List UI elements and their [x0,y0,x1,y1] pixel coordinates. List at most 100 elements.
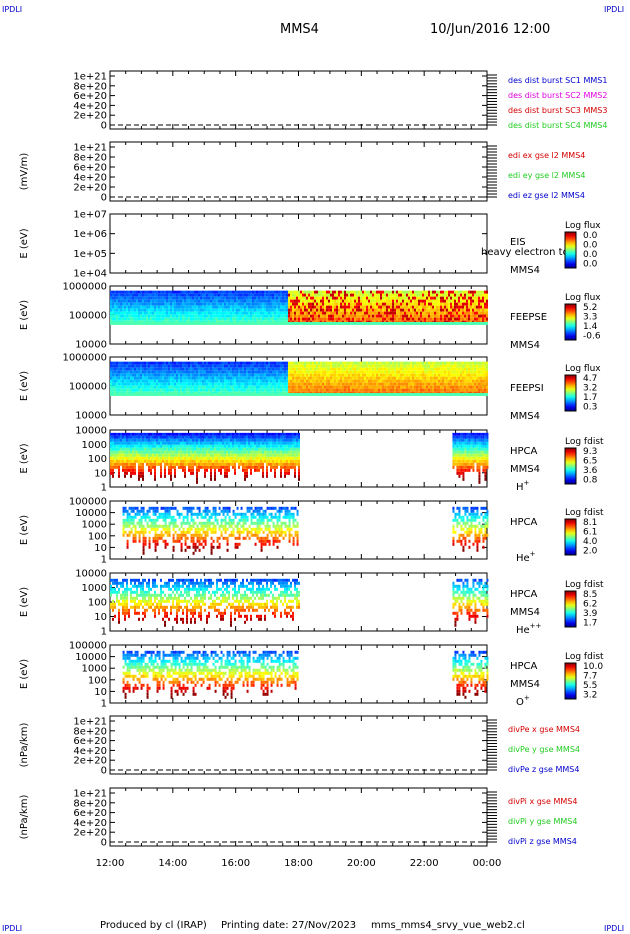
heatmap-cell [112,392,114,396]
heatmap-cell [146,382,148,386]
heatmap-cell [254,373,256,377]
heatmap-cell [340,305,342,309]
heatmap-cell [434,364,436,368]
heatmap-cell [272,314,274,318]
heatmap-cell [244,305,246,309]
heatmap-cell [460,321,462,325]
heatmap-cell [446,314,448,318]
heatmap-cell [196,311,198,315]
heatmap-cell [392,361,394,365]
heatmap-cell [256,305,258,309]
heatmap-cell [346,364,348,368]
heatmap-cell [260,373,262,377]
heatmap-cell [178,364,180,368]
heatmap-cell [176,299,178,303]
heatmap-cell [124,317,126,321]
heatmap-cell [146,370,148,374]
heatmap-cell [328,290,330,294]
heatmap-cell [452,311,454,315]
heatmap-cell [254,379,256,383]
heatmap-cell [276,299,278,303]
heatmap-cell [134,296,136,300]
heatmap-cell [412,382,414,386]
heatmap-cell [180,364,182,368]
heatmap-cell [454,364,456,368]
heatmap-cell [434,293,436,297]
heatmap-cell [222,290,224,294]
heatmap-cell [116,296,118,300]
heatmap-cell [230,392,232,396]
heatmap-cell [180,373,182,377]
heatmap-cell [122,293,124,297]
heatmap-cell [236,385,238,389]
heatmap-cell [230,361,232,365]
heatmap-cell [484,385,486,389]
heatmap-cell [196,392,198,396]
heatmap-cell [114,296,116,300]
y-tick-label: 1e+07 [73,210,107,221]
heatmap-cell [468,308,470,312]
heatmap-cell [162,382,164,386]
heatmap-cell [270,388,272,392]
heatmap-cell [356,373,358,377]
heatmap-cell [154,376,156,380]
heatmap-cell [198,385,200,389]
heatmap-cell [232,299,234,303]
heatmap-cell [466,314,468,318]
heatmap-cell [424,308,426,312]
heatmap-cell [430,367,432,371]
heatmap-cell [228,302,230,306]
heatmap-cell [412,361,414,365]
heatmap-cell [170,299,172,303]
heatmap-cell [166,293,168,297]
heatmap-cell [210,321,212,325]
heatmap-cell [170,367,172,371]
heatmap-cell [290,305,292,309]
heatmap-cell [376,311,378,315]
heatmap-cell [194,314,196,318]
heatmap-cell [132,388,134,392]
heatmap-cell [246,373,248,377]
heatmap-cell [210,392,212,396]
heatmap-cell [374,376,376,380]
heatmap-cell [408,314,410,318]
heatmap-cell [320,379,322,383]
heatmap-cell [268,317,270,321]
heatmap-cell [444,364,446,368]
heatmap-cell [236,305,238,309]
heatmap-cell [410,388,412,392]
heatmap-cell [480,364,482,368]
heatmap-cell [430,305,432,309]
heatmap-cell [452,299,454,303]
heatmap-cell [178,290,180,294]
heatmap-cell [400,293,402,297]
heatmap-cell [400,382,402,386]
heatmap-cell [224,321,226,325]
heatmap-cell [286,367,288,371]
heatmap-cell [386,373,388,377]
heatmap-cell [320,388,322,392]
heatmap-cell [382,373,384,377]
heatmap-cell [344,311,346,315]
heatmap-cell [380,388,382,392]
heatmap-cell [384,321,386,325]
heatmap-cell [374,290,376,294]
heatmap-cell [348,392,350,396]
heatmap-cell [436,373,438,377]
heatmap-cell [482,296,484,300]
heatmap-cell [394,382,396,386]
heatmap-cell [278,299,280,303]
heatmap-cell [224,305,226,309]
heatmap-cell [124,293,126,297]
heatmap-cell [424,364,426,368]
heatmap-cell [168,367,170,371]
heatmap-cell [286,376,288,380]
heatmap-cell [292,308,294,312]
heatmap-cell [182,321,184,325]
heatmap-cell [274,376,276,380]
heatmap-cell [296,290,298,294]
heatmap-cell [318,367,320,371]
heatmap-cell [348,361,350,365]
heatmap-cell [274,388,276,392]
heatmap-cell [258,382,260,386]
